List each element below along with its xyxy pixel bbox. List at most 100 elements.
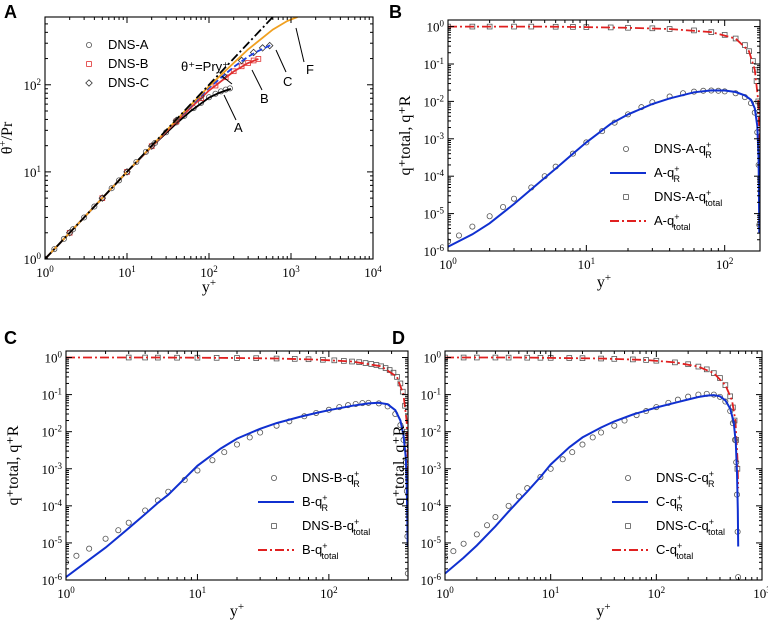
data-point: [716, 393, 723, 400]
series-line: [445, 394, 740, 575]
legend-marker: [271, 523, 277, 529]
plot-frame: [447, 19, 761, 252]
annotation-eq: θ⁺=Pry⁺: [181, 59, 229, 74]
legend-label: C-q+ total: [656, 541, 693, 561]
x-axis-label: y+: [597, 272, 611, 291]
data-point: [81, 214, 88, 221]
data-point: [73, 552, 80, 559]
x-tick-label: 102: [200, 264, 218, 280]
y-tick-label: 10-6: [421, 572, 442, 588]
legend-label: C-q+ R: [656, 493, 683, 513]
panel-letter: B: [389, 2, 402, 22]
legend-label: B-q+ total: [302, 541, 339, 561]
data-point: [505, 354, 512, 361]
legend-marker: [623, 145, 630, 152]
annotation-A: A: [234, 120, 243, 135]
legend-label: DNS-A: [108, 37, 149, 52]
panel-letter: D: [392, 328, 405, 348]
x-axis-label: y+: [230, 601, 244, 620]
y-tick-label: 10-5: [424, 206, 445, 222]
data-point: [133, 158, 140, 165]
legend-label: DNS-B-q+ total: [302, 517, 370, 537]
y-tick-label: 10-2: [42, 424, 63, 440]
y-tick-label: 10-3: [42, 461, 63, 477]
legend-label: DNS-B: [108, 56, 148, 71]
legend-label: DNS-A-q+ R: [654, 140, 712, 160]
data-point: [148, 143, 155, 150]
annotation-C: C: [283, 74, 292, 89]
data-point: [257, 429, 264, 436]
data-point: [246, 434, 253, 441]
legend-marker: [625, 523, 631, 529]
data-point: [524, 354, 531, 361]
legend-marker: [270, 474, 277, 481]
x-tick-label: 101: [189, 585, 207, 601]
data-point: [331, 357, 338, 364]
data-point: [722, 382, 729, 388]
data-point: [537, 473, 544, 480]
y-tick-label: 10-1: [421, 387, 442, 403]
y-tick-label: 100: [45, 350, 63, 366]
y-tick-label: 100: [427, 19, 445, 35]
data-point: [349, 358, 355, 365]
y-tick-label: 10-4: [421, 498, 442, 514]
legend-label: DNS-A-q+ total: [654, 188, 722, 208]
y-tick-label: 100: [24, 251, 42, 267]
x-tick-label: 101: [118, 264, 136, 280]
data-point: [722, 398, 729, 405]
legend-marker: [85, 79, 93, 87]
data-point: [51, 246, 58, 253]
data-point: [226, 85, 233, 92]
y-tick-label: 100: [424, 350, 442, 366]
plot-frame: [444, 350, 763, 581]
data-point: [569, 449, 576, 456]
y-tick-label: 10-1: [42, 387, 63, 403]
data-point: [91, 203, 98, 210]
data-point: [66, 229, 73, 236]
series-line: [448, 89, 760, 248]
y-tick-label: 10-4: [42, 498, 63, 514]
data-point: [209, 457, 216, 464]
data-point: [70, 226, 77, 233]
data-point: [473, 531, 480, 538]
data-point: [124, 169, 130, 175]
series-line: [45, 44, 271, 259]
x-tick-label: 103: [753, 585, 768, 601]
x-axis-label: y+: [596, 601, 610, 620]
annotation-F: F: [306, 62, 314, 77]
y-axis-label: q⁺total, q⁺R: [391, 425, 408, 505]
x-tick-label: 100: [57, 585, 75, 601]
x-tick-label: 104: [364, 264, 382, 280]
x-tick-label: 102: [716, 256, 734, 272]
x-axis-label: y+: [202, 277, 216, 296]
panel-letter: C: [4, 328, 17, 348]
legend-marker: [86, 61, 92, 67]
data-point: [60, 235, 67, 242]
y-tick-label: 10-3: [424, 131, 445, 147]
panel-B: B 100 101 102 10-6 10-5 10-4 10-3 10-2 10-1 100 y+ q…: [389, 2, 761, 291]
data-point: [125, 354, 132, 361]
data-point: [249, 48, 258, 57]
legend-label: A-q+ total: [654, 212, 691, 232]
x-tick-label: 102: [320, 585, 338, 601]
plot-frame: [65, 350, 409, 581]
data-point: [583, 139, 590, 146]
legend-label: B-q+ R: [302, 493, 329, 513]
data-point: [116, 177, 123, 184]
y-tick-label: 10-2: [421, 424, 442, 440]
x-tick-label: 101: [542, 585, 560, 601]
data-point: [233, 441, 240, 448]
data-point: [125, 519, 132, 526]
data-point: [598, 429, 605, 436]
y-tick-label: 10-5: [42, 535, 63, 551]
data-point: [732, 35, 739, 42]
legend-label: A-q+ R: [654, 164, 681, 184]
data-point: [579, 441, 586, 448]
data-point: [727, 393, 733, 400]
data-point: [492, 514, 499, 521]
y-tick-label: 102: [24, 77, 42, 93]
data-point: [460, 540, 467, 547]
y-axis-label: θ+/Pr: [0, 121, 16, 154]
series-line: [448, 25, 760, 151]
